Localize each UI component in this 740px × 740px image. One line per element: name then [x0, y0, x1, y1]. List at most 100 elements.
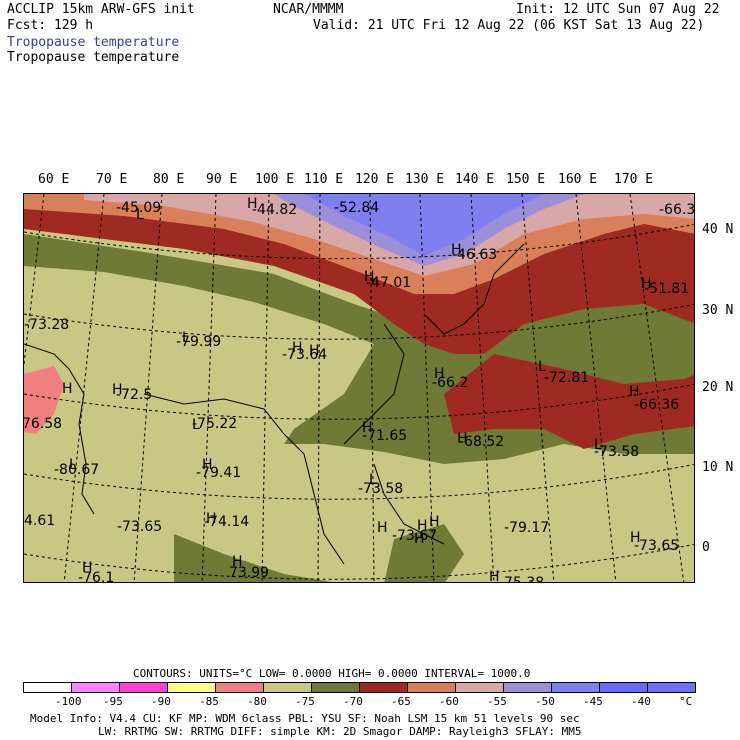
lon-label: 120 E	[355, 172, 395, 187]
high-marker: H	[434, 366, 445, 382]
init-time: Init: 12 UTC Sun 07 Aug 22	[516, 2, 720, 17]
low-marker: L	[136, 207, 144, 223]
legend-color-cell	[407, 682, 456, 693]
tropopause-temp-label: -66.2	[432, 375, 468, 391]
legend-color-cell	[215, 682, 264, 693]
legend-tick-label: -45	[583, 695, 603, 708]
low-marker: L	[69, 457, 77, 473]
high-marker: H	[362, 420, 373, 436]
legend-color-cell	[647, 682, 696, 693]
legend-color-cell	[311, 682, 360, 693]
legend-tick-label: -85	[199, 695, 219, 708]
high-marker: H	[629, 384, 640, 400]
tropopause-temp-label: -72.5	[116, 387, 152, 403]
high-marker: H	[112, 382, 123, 398]
high-marker: H	[377, 520, 388, 536]
legend-color-cell	[455, 682, 504, 693]
lon-label: 140 E	[455, 172, 495, 187]
legend-tick-label: -80	[247, 695, 267, 708]
legend-tick-label: -100	[55, 695, 82, 708]
tropopause-temp-label: -73.58	[358, 481, 403, 497]
high-marker: H	[202, 457, 213, 473]
high-marker: H	[82, 560, 93, 576]
legend-color-cell	[551, 682, 600, 693]
lat-label: 30 N	[702, 303, 734, 318]
valid-time: Valid: 21 UTC Fri 12 Aug 22 (06 KST Sat …	[313, 18, 705, 33]
graticule	[24, 194, 694, 582]
tropopause-temp-label: -73.67	[392, 528, 437, 544]
legend-tick-label: -55	[487, 695, 507, 708]
low-marker: L	[538, 359, 546, 375]
high-marker: H	[451, 242, 462, 258]
lon-label: 160 E	[558, 172, 598, 187]
lon-label: 80 E	[153, 172, 185, 187]
legend-tick-label: -90	[151, 695, 171, 708]
high-marker: H	[364, 269, 375, 285]
tropopause-temp-label: -45.09	[116, 200, 161, 216]
lon-label: 100 E	[255, 172, 295, 187]
band-minus65-pacific	[444, 354, 694, 449]
high-marker: H	[62, 381, 73, 397]
tropopause-temp-label: -79.17	[504, 520, 549, 536]
lat-label: 0	[702, 540, 710, 555]
lat-label: 20 N	[702, 380, 734, 395]
high-marker: H	[414, 531, 425, 547]
legend-color-cell	[119, 682, 168, 693]
tropopause-temp-label: -79.99	[176, 334, 221, 350]
high-marker: H	[417, 518, 428, 534]
high-marker: H	[247, 196, 258, 212]
tropopause-temp-label: -44.82	[252, 202, 297, 218]
tropopause-temp-label: -51.81	[644, 281, 689, 297]
legend-tick-label: °C	[679, 695, 693, 708]
tropopause-temp-label: -76.1	[78, 570, 114, 583]
low-marker: L	[594, 437, 602, 453]
lon-label: 110 E	[304, 172, 344, 187]
tropopause-temp-label: -71.65	[362, 428, 407, 444]
lat-label: 10 N	[702, 460, 734, 475]
forecast-hour: Fcst: 129 h	[7, 18, 94, 33]
tropopause-temp-label: 4.61	[24, 513, 55, 529]
high-marker: H	[232, 554, 243, 570]
legend-color-cell	[599, 682, 648, 693]
tropopause-temp-label: -75.22	[192, 416, 237, 432]
tropopause-temp-label: -80.67	[54, 462, 99, 478]
high-marker: H	[309, 343, 320, 359]
lon-label: 150 E	[506, 172, 546, 187]
low-marker: L	[369, 472, 377, 488]
legend-color-cell	[71, 682, 120, 693]
high-marker: H	[630, 530, 641, 546]
high-marker: H	[292, 340, 303, 356]
center-name: NCAR/MMMM	[273, 2, 344, 17]
tropopause-temp-label: -75.38	[499, 575, 544, 583]
tropopause-temp-label: -74.14	[204, 514, 249, 530]
tropopause-temp-label: 76.58	[24, 416, 62, 432]
tropopause-temp-label: -73.65	[634, 538, 679, 554]
lat-label: 40 N	[702, 222, 734, 237]
legend-color-cell	[359, 682, 408, 693]
legend-color-cell	[503, 682, 552, 693]
legend-tick-label: -70	[343, 695, 363, 708]
tropopause-temp-label: -73.64	[282, 347, 327, 363]
high-marker: H	[429, 514, 440, 530]
lon-label: 170 E	[614, 172, 654, 187]
band-minus70-south	[174, 534, 332, 582]
lon-label: 60 E	[38, 172, 70, 187]
tropopause-temp-label: -68.52	[459, 434, 504, 450]
tropopause-temp-label: -46.63	[452, 247, 497, 263]
lon-label: 90 E	[206, 172, 238, 187]
legend-tick-label: -40	[631, 695, 651, 708]
tropopause-temp-label: -66.36	[634, 397, 679, 413]
tropopause-temp-label: -47.01	[366, 275, 411, 291]
low-marker: L	[182, 330, 190, 346]
legend-tick-label: -50	[535, 695, 555, 708]
field-title-blue: Tropopause temperature	[7, 35, 180, 50]
lon-label: 70 E	[96, 172, 128, 187]
legend-tick-label: -60	[439, 695, 459, 708]
field-title: Tropopause temperature	[7, 50, 180, 65]
tropopause-temp-label: -73.58	[594, 444, 639, 460]
tropopause-temp-label: -79.41	[196, 465, 241, 481]
tropopause-temp-label: 73.99	[229, 565, 269, 581]
physics-info: LW: RRTMG SW: RRTMG DIFF: simple KM: 2D …	[98, 725, 582, 738]
